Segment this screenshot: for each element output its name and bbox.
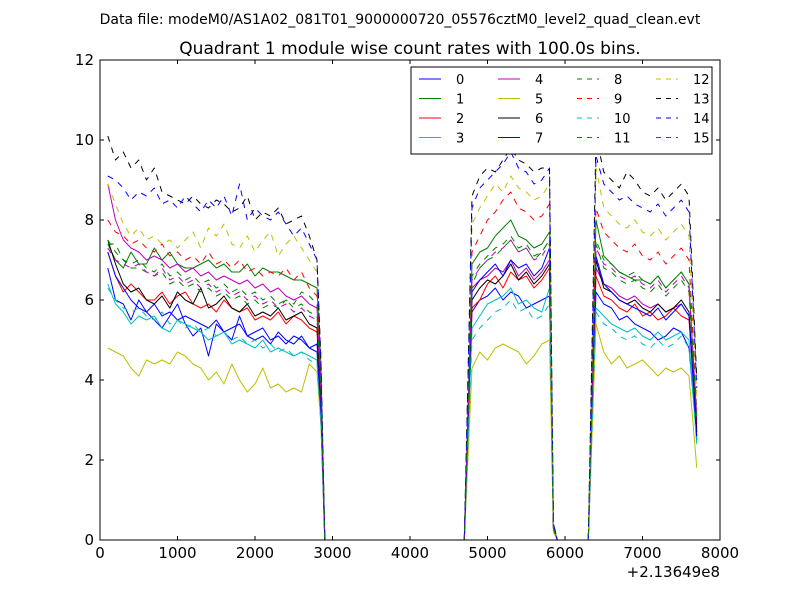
- y-tick-label: 8: [84, 211, 94, 229]
- legend-label-2: 2: [456, 112, 464, 127]
- y-tick-label: 2: [84, 451, 94, 469]
- legend-label-8: 8: [614, 73, 622, 88]
- legend-label-5: 5: [535, 93, 543, 108]
- legend-label-9: 9: [614, 93, 622, 108]
- y-tick-label: 0: [84, 531, 94, 549]
- x-tick-label: 0: [95, 544, 105, 562]
- y-tick-label: 6: [84, 291, 94, 309]
- legend-label-13: 13: [693, 93, 710, 108]
- legend-label-15: 15: [693, 132, 710, 147]
- x-tick-label: 3000: [313, 544, 351, 562]
- legend-label-3: 3: [456, 132, 464, 147]
- chart-title: Quadrant 1 module wise count rates with …: [179, 39, 640, 59]
- series-line-11: [107, 239, 698, 541]
- legend-label-10: 10: [614, 112, 631, 127]
- legend-label-11: 11: [614, 132, 631, 147]
- y-tick-label: 4: [84, 371, 94, 389]
- legend-box: [410, 66, 713, 155]
- axis-ticks: 0 1000 2000 3000 4000 5000 6000 7000 80000246810…: [75, 51, 739, 562]
- suptitle: Data file: modeM0/AS1A02_081T01_90000007…: [100, 12, 701, 28]
- y-tick-label: 12: [75, 51, 94, 69]
- legend-label-7: 7: [535, 132, 543, 147]
- x-tick-label: 4000: [391, 544, 429, 562]
- x-tick-label: 1000: [158, 544, 196, 562]
- legend-label-12: 12: [693, 73, 710, 88]
- legend-label-0: 0: [456, 73, 464, 88]
- x-tick-label: 7000: [623, 544, 661, 562]
- legend-label-4: 4: [535, 73, 543, 88]
- x-tick-label: 6000: [546, 544, 584, 562]
- x-tick-label: 2000: [236, 544, 274, 562]
- x-tick-label: 5000: [468, 544, 506, 562]
- x-tick-label: 8000: [701, 544, 739, 562]
- y-tick-label: 10: [75, 131, 94, 149]
- legend-label-6: 6: [535, 112, 543, 127]
- x-offset-label: +2.13649e8: [627, 563, 720, 581]
- legend-label-1: 1: [456, 93, 464, 108]
- legend-label-14: 14: [693, 112, 710, 127]
